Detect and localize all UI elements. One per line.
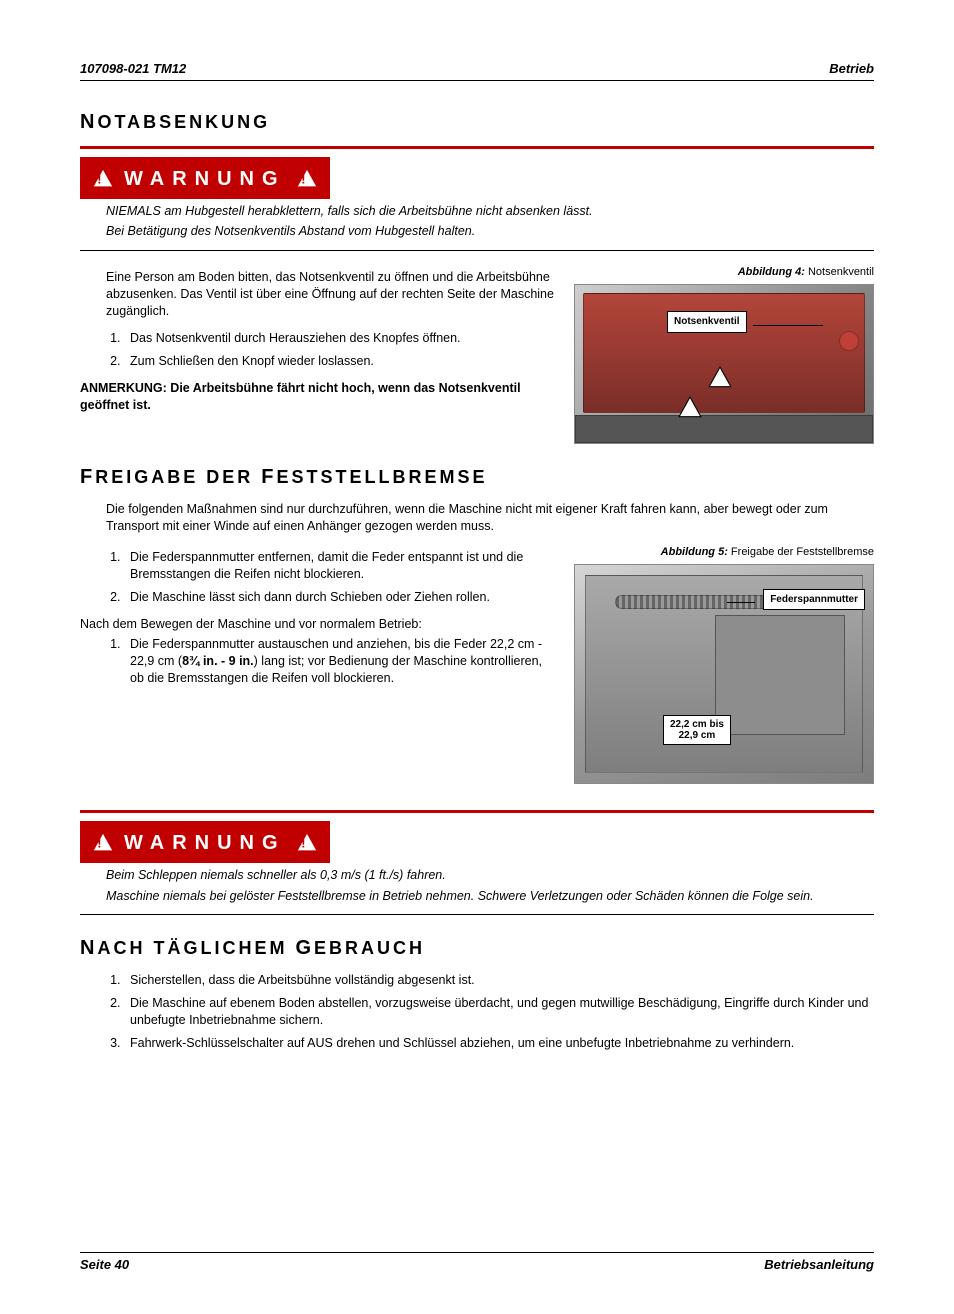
figure-callout: 22,2 cm bis22,9 cm: [663, 715, 731, 745]
numbered-list: Die Federspannmutter entfernen, damit di…: [124, 549, 554, 606]
warning-text: NIEMALS am Hubgestell herabklettern, fal…: [106, 203, 874, 220]
warning-tag: ! WARNUNG !: [80, 157, 330, 199]
section-title-nach-gebrauch: NACH TÄGLICHEM GEBRAUCH: [80, 935, 874, 962]
note-paragraph: ANMERKUNG: Die Arbeitsbühne fährt nicht …: [80, 380, 554, 414]
note-label: ANMERKUNG:: [80, 381, 167, 395]
figure-5-image: Federspannmutter 22,2 cm bis22,9 cm: [574, 564, 874, 784]
svg-text:!: !: [97, 836, 109, 851]
numbered-list: Das Notsenkventil durch Herausziehen des…: [124, 330, 554, 370]
warning-text: Maschine niemals bei gelöster Feststellb…: [106, 888, 874, 905]
figure-caption: Abbildung 4: Notsenkventil: [574, 265, 874, 280]
header-left: 107098-021 TM12: [80, 60, 186, 78]
numbered-list: Sicherstellen, dass die Arbeitsbühne vol…: [124, 972, 874, 1052]
svg-text:!: !: [97, 172, 109, 187]
section-title-freigabe: FREIGABE DER FESTSTELLBREMSE: [80, 464, 874, 491]
svg-text:!: !: [301, 172, 313, 187]
svg-text:!: !: [301, 836, 313, 851]
figure-4-image: Notsenkventil: [574, 284, 874, 444]
hazard-triangle-icon: [675, 395, 705, 421]
body-paragraph: Eine Person am Boden bitten, das Notsenk…: [106, 269, 554, 320]
body-paragraph: Nach dem Bewegen der Maschine und vor no…: [80, 616, 554, 633]
figure-callout: Notsenkventil: [667, 311, 747, 333]
list-item: Sicherstellen, dass die Arbeitsbühne vol…: [124, 972, 874, 989]
list-item: Fahrwerk-Schlüsselschalter auf AUS drehe…: [124, 1035, 874, 1052]
warning-label: WARNUNG: [124, 166, 286, 193]
list-item: Die Federspannmutter entfernen, damit di…: [124, 549, 554, 583]
warning-triangle-icon: !: [296, 832, 318, 854]
list-item: Zum Schließen den Knopf wieder loslassen…: [124, 353, 554, 370]
figure-callout: Federspannmutter: [763, 589, 865, 611]
numbered-list: Die Federspannmutter austauschen und anz…: [124, 636, 554, 687]
hazard-triangle-icon: [705, 365, 735, 391]
page-footer: Seite 40 Betriebsanleitung: [80, 1252, 874, 1274]
warning-triangle-icon: !: [296, 168, 318, 190]
figure-caption: Abbildung 5: Freigabe der Feststellbrems…: [574, 545, 874, 560]
warning-tag: ! WARNUNG !: [80, 821, 330, 863]
warning-label: WARNUNG: [124, 830, 286, 857]
warning-text: Bei Betätigung des Notsenkventils Abstan…: [106, 223, 874, 240]
list-item: Das Notsenkventil durch Herausziehen des…: [124, 330, 554, 347]
list-item: Die Federspannmutter austauschen und anz…: [124, 636, 554, 687]
warning-triangle-icon: !: [92, 168, 114, 190]
footer-right: Betriebsanleitung: [764, 1256, 874, 1274]
warning-box-1: ! WARNUNG ! NIEMALS am Hubgestell herabk…: [80, 146, 874, 252]
warning-triangle-icon: !: [92, 832, 114, 854]
warning-text: Beim Schleppen niemals schneller als 0,3…: [106, 867, 874, 884]
list-item: Die Maschine lässt sich dann durch Schie…: [124, 589, 554, 606]
section-title-notabsenkung: NOTABSENKUNG: [80, 109, 874, 136]
page-header: 107098-021 TM12 Betrieb: [80, 60, 874, 81]
list-item: Die Maschine auf ebenem Boden abstellen,…: [124, 995, 874, 1029]
header-right: Betrieb: [829, 60, 874, 78]
body-paragraph: Die folgenden Maßnahmen sind nur durchzu…: [106, 501, 874, 535]
footer-left: Seite 40: [80, 1256, 129, 1274]
warning-box-2: ! WARNUNG ! Beim Schleppen niemals schne…: [80, 810, 874, 916]
